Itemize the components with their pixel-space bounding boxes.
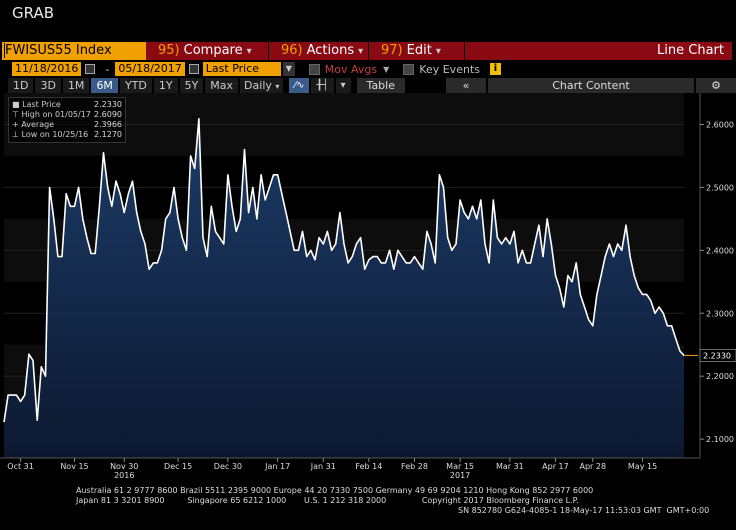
x-tick-label: Oct 31 (7, 462, 34, 471)
stat-last-label: ■ Last Price (12, 100, 61, 109)
footer-line3: SN 852780 G624-4085-1 18-May-17 11:53:03… (458, 506, 710, 515)
stat-low-label: ⊥ Low on 10/25/16 (12, 130, 89, 139)
x-tick-label: Jan 31 (310, 462, 336, 471)
stat-low: ⊥ Low on 10/25/16 2.1270 (12, 130, 122, 140)
collapse-icon[interactable]: « (446, 78, 486, 93)
stat-high-value: 2.6090 (94, 110, 122, 119)
last-value-tag (699, 349, 736, 362)
mov-avgs-checkbox[interactable] (308, 63, 320, 75)
year-label: 2017 (450, 471, 470, 480)
period-buttons: 1D 3D 1M 6M YTD 1Y 5Y Max (8, 78, 240, 93)
period-button-1y[interactable]: 1Y (153, 78, 178, 93)
period-button-ytd[interactable]: YTD (119, 78, 152, 93)
y-tick-label: 2.2000 (706, 372, 734, 381)
end-date-field[interactable]: 05/18/2017 (115, 62, 185, 76)
y-tick-label: 2.4000 (706, 246, 734, 255)
frequency-label: Daily (244, 79, 272, 92)
compare-button[interactable]: 95) Compare ▾ (146, 42, 268, 60)
toolbar-right: « Chart Content ⚙ (446, 78, 736, 93)
footer-line1: Australia 61 2 9777 8600 Brazil 5511 239… (76, 486, 594, 495)
toolbar-dates: 11/18/2016 - 05/18/2017 Last Price ▼ Mov… (2, 61, 501, 77)
y-tick-label: 2.3000 (706, 309, 734, 318)
x-tick-label: Mar 31 (496, 462, 524, 471)
ticker-text: FWISUS55 Index (5, 43, 112, 58)
ticker-field[interactable]: FWISUS55 Index (2, 42, 146, 60)
edit-button[interactable]: 97) Edit ▾ (368, 42, 464, 60)
chevron-down-icon: ▾ (275, 82, 280, 91)
x-tick-label: Feb 14 (355, 462, 382, 471)
stat-avg: + Average 2.3966 (12, 120, 122, 130)
period-button-5y[interactable]: 5Y (179, 78, 204, 93)
period-button-max[interactable]: Max (205, 78, 239, 93)
mov-avgs-label: Mov Avgs (324, 62, 378, 76)
candle-chart-icon[interactable]: ╂┤ (311, 78, 334, 93)
x-tick-label: Apr 17 (542, 462, 569, 471)
footer: Australia 61 2 9777 8600 Brazil 5511 239… (0, 486, 736, 516)
actions-label: Actions (306, 43, 355, 58)
period-button-3d[interactable]: 3D (35, 78, 61, 93)
stats-legend: ■ Last Price 2.2330 ⊤ High on 01/05/17 2.6… (8, 97, 126, 143)
stat-high-label: ⊤ High on 01/05/17 (12, 110, 91, 119)
calendar-icon[interactable] (85, 64, 96, 74)
x-tick-label: Nov 15 (60, 462, 88, 471)
compare-label: Compare (183, 43, 243, 58)
stat-last: ■ Last Price 2.2330 (12, 100, 122, 110)
x-tick-label: May 15 (628, 462, 657, 471)
chevron-down-icon[interactable]: ▾ (335, 78, 351, 93)
edit-num: 97) (381, 43, 403, 58)
window-title: GRAB (12, 4, 54, 22)
x-tick-label: Mar 15 (446, 462, 474, 471)
actions-num: 96) (281, 43, 303, 58)
actions-button[interactable]: 96) Actions ▾ (268, 42, 368, 60)
x-tick-label: Nov 30 (110, 462, 138, 471)
x-tick-label: Dec 15 (164, 462, 192, 471)
x-tick-label: Apr 28 (579, 462, 606, 471)
chart-content-button[interactable]: Chart Content (488, 78, 694, 93)
table-button[interactable]: Table (356, 78, 405, 93)
stat-high: ⊤ High on 01/05/17 2.6090 (12, 110, 122, 120)
footer-line2: Japan 81 3 3201 8900 Singapore 65 6212 1… (76, 496, 579, 505)
key-events-label: Key Events (419, 62, 480, 76)
x-tick-label: Dec 30 (214, 462, 242, 471)
chevron-down-icon: ▾ (435, 46, 441, 57)
info-icon[interactable]: i (489, 63, 501, 75)
field-select[interactable]: Last Price (202, 62, 281, 76)
year-label: 2016 (114, 471, 134, 480)
last-value-label: 2.2330 (703, 351, 731, 360)
period-button-1m[interactable]: 1M (62, 78, 90, 93)
period-button-1d[interactable]: 1D (8, 78, 34, 93)
chevron-down-icon: ▾ (358, 46, 364, 57)
date-separator: - (105, 62, 110, 76)
x-tick-label: Jan 17 (264, 462, 290, 471)
price-chart[interactable]: 2.1000 2.2000 2.3000 2.4000 2.5000 2.6000 2.23… (0, 93, 736, 486)
stat-avg-value: 2.3966 (94, 120, 122, 129)
stat-low-value: 2.1270 (94, 130, 122, 139)
compare-num: 95) (158, 43, 180, 58)
period-button-6m[interactable]: 6M (91, 78, 118, 93)
series-line (3, 118, 685, 423)
chevron-down-icon: ▾ (246, 46, 252, 57)
y-tick-label: 2.6000 (706, 120, 734, 129)
frequency-select[interactable]: Daily ▾ (240, 78, 284, 93)
stat-last-value: 2.2330 (94, 100, 122, 109)
chevron-down-icon[interactable]: ▼ (282, 62, 295, 76)
chart-type-label[interactable]: Line Chart (464, 42, 732, 60)
key-events-checkbox[interactable] (403, 63, 415, 75)
start-date-field[interactable]: 11/18/2016 (12, 62, 82, 76)
chevron-down-icon[interactable]: ▼ (383, 64, 390, 74)
line-chart-icon[interactable]: ⁄∿ (289, 78, 310, 93)
gear-icon[interactable]: ⚙ (696, 78, 736, 93)
series-area (4, 118, 684, 459)
toolbar-primary: FWISUS55 Index 95) Compare ▾ 96) Actions ▾ 9… (2, 42, 732, 60)
edit-label: Edit (406, 43, 432, 58)
x-tick-label: Feb 28 (401, 462, 428, 471)
y-tick-label: 2.5000 (706, 183, 734, 192)
stat-avg-label: + Average (12, 120, 55, 129)
toolbar-periods: 1D 3D 1M 6M YTD 1Y 5Y Max Daily ▾ ⁄∿ ╂┤ ▾ Table (2, 78, 405, 93)
y-tick-label: 2.1000 (706, 435, 734, 444)
calendar-icon[interactable] (188, 64, 199, 74)
